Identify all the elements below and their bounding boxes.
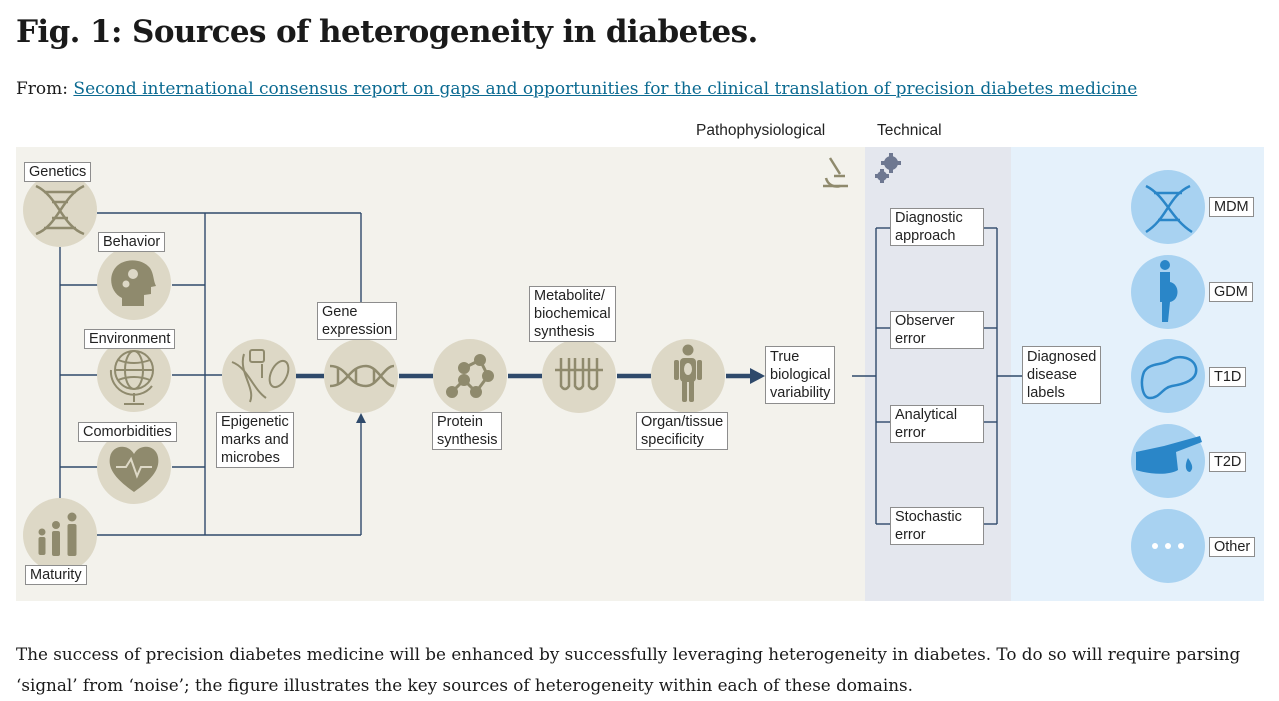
- source-article-link[interactable]: Second international consensus report on…: [73, 79, 1138, 99]
- dna-icon: [35, 184, 85, 236]
- t1d-label: T1D: [1209, 367, 1247, 387]
- technical-connectors: [852, 227, 1022, 525]
- diagnostic-approach-label: Diagnostic approach: [890, 208, 984, 246]
- metabolite-label: Metabolite/biochemical synthesis: [529, 286, 616, 342]
- technical-header: Technical: [877, 122, 942, 139]
- mdm-label: MDM: [1209, 197, 1254, 217]
- pregnant-woman-icon: [1160, 260, 1178, 322]
- t2d-label: T2D: [1209, 452, 1247, 472]
- environment-label: Environment: [84, 329, 176, 349]
- environment-circle: [97, 338, 171, 412]
- observer-error-label: Observer error: [890, 311, 984, 349]
- mdm-dna-icon: [1145, 184, 1193, 234]
- test-tubes-icon: [555, 358, 603, 391]
- t2d-circle: [1131, 424, 1205, 498]
- behavior-circle: [97, 246, 171, 320]
- maturity-label: Maturity: [25, 565, 87, 585]
- diagram-canvas: [16, 147, 1264, 601]
- genetics-label: Genetics: [24, 162, 92, 182]
- pathway-arrowhead: [750, 368, 765, 384]
- figure-panel: Pathophysiological Technical Genetics Be…: [0, 115, 1279, 605]
- true-variability-label: True biological variability: [765, 346, 836, 404]
- gene-expression-circle: [324, 339, 398, 413]
- protein-synthesis-label: Protein synthesis: [432, 412, 503, 450]
- ellipsis-icon: [1152, 543, 1184, 549]
- dna-helix-icon: [329, 364, 395, 388]
- source-connectors: [59, 212, 366, 536]
- other-label: Other: [1209, 537, 1256, 557]
- epigenetic-circle: [222, 339, 296, 413]
- epigenetic-microbe-icon: [231, 349, 290, 403]
- genetics-circle: [23, 173, 97, 247]
- gdm-label: GDM: [1209, 282, 1253, 302]
- gene-expression-label: Gene expression: [317, 302, 398, 340]
- finger-drop-icon: [1136, 436, 1202, 474]
- gdm-circle: [1131, 255, 1205, 329]
- from-label: From:: [16, 79, 69, 99]
- figure-title: Fig. 1: Sources of heterogeneity in diab…: [16, 14, 758, 50]
- figure-caption: The success of precision diabetes medici…: [16, 643, 1241, 695]
- pathophysiological-header: Pathophysiological: [696, 122, 826, 139]
- source-line: From: Second international consensus rep…: [16, 79, 1137, 99]
- pancreas-icon: [1140, 356, 1198, 400]
- head-gear-icon: [111, 260, 156, 306]
- microscope-icon: [823, 157, 848, 188]
- epigenetic-label: Epigenetic marks and microbes: [216, 412, 294, 468]
- comorbidities-circle: [97, 430, 171, 504]
- other-circle: [1131, 509, 1205, 583]
- family-icon: [38, 512, 77, 556]
- comorbidities-label: Comorbidities: [78, 422, 177, 442]
- analytical-error-label: Analytical error: [890, 405, 984, 443]
- maturity-circle: [23, 498, 97, 572]
- organ-label: Organ/tissue specificity: [636, 412, 729, 450]
- mdm-circle: [1131, 170, 1205, 244]
- globe-icon: [109, 350, 154, 405]
- diagnosed-labels-box: Diagnosed disease labels: [1022, 346, 1102, 404]
- organ-circle: [651, 339, 725, 413]
- protein-circle: [433, 339, 507, 413]
- stochastic-error-label: Stochastic error: [890, 507, 984, 545]
- molecule-icon: [446, 354, 494, 398]
- behavior-label: Behavior: [98, 232, 166, 252]
- t1d-circle: [1131, 339, 1205, 413]
- metabolite-circle: [542, 339, 616, 413]
- gears-icon: [875, 153, 901, 183]
